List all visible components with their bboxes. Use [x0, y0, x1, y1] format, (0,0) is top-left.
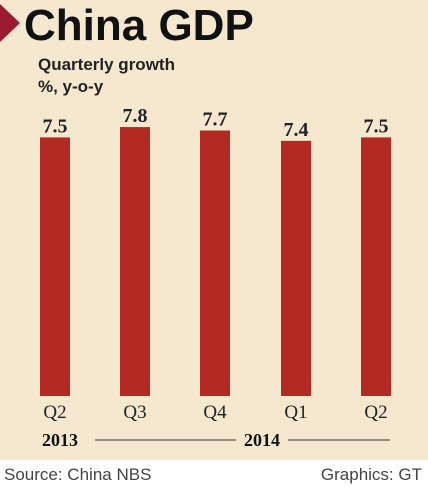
- source-note: Source: China NBS: [4, 465, 152, 484]
- bar-3: [200, 130, 230, 397]
- graphics-credit: Graphics: GT: [320, 465, 422, 484]
- category-label-3: Q4: [203, 402, 227, 423]
- bar-4: [281, 140, 311, 396]
- value-label-1: 7.5: [43, 115, 68, 137]
- year-label-2013: 2013: [42, 430, 78, 450]
- bar-1: [40, 137, 70, 396]
- category-label-1: Q2: [43, 402, 66, 423]
- chart-subtitle-line2: %, y-o-y: [38, 77, 104, 96]
- bar-2: [120, 127, 150, 397]
- title-triangle-icon: [0, 4, 20, 42]
- bar-series: 7.5 Q2 7.8 Q3 7.7 Q4 7.4 Q1 7.5 Q2: [40, 105, 391, 423]
- chart-title: China GDP: [24, 1, 254, 50]
- year-label-2014-background: [236, 428, 288, 450]
- chart-subtitle-line1: Quarterly growth: [38, 55, 175, 74]
- value-label-2: 7.8: [123, 105, 148, 127]
- value-label-5: 7.5: [364, 115, 389, 137]
- category-label-5: Q2: [364, 402, 387, 423]
- chart-panel: China GDP Quarterly growth %, y-o-y 7.5 Q…: [0, 0, 428, 460]
- year-axis: 2013 2014: [42, 428, 390, 450]
- footer: Source: China NBS Graphics: GT: [0, 460, 428, 487]
- bar-5: [361, 137, 391, 396]
- year-label-2014: 2014: [244, 430, 280, 450]
- category-label-2: Q3: [123, 402, 146, 423]
- category-label-4: Q1: [284, 402, 307, 423]
- value-label-4: 7.4: [284, 119, 309, 141]
- gdp-bar-chart: China GDP Quarterly growth %, y-o-y 7.5 Q…: [0, 1, 391, 450]
- value-label-3: 7.7: [203, 109, 228, 131]
